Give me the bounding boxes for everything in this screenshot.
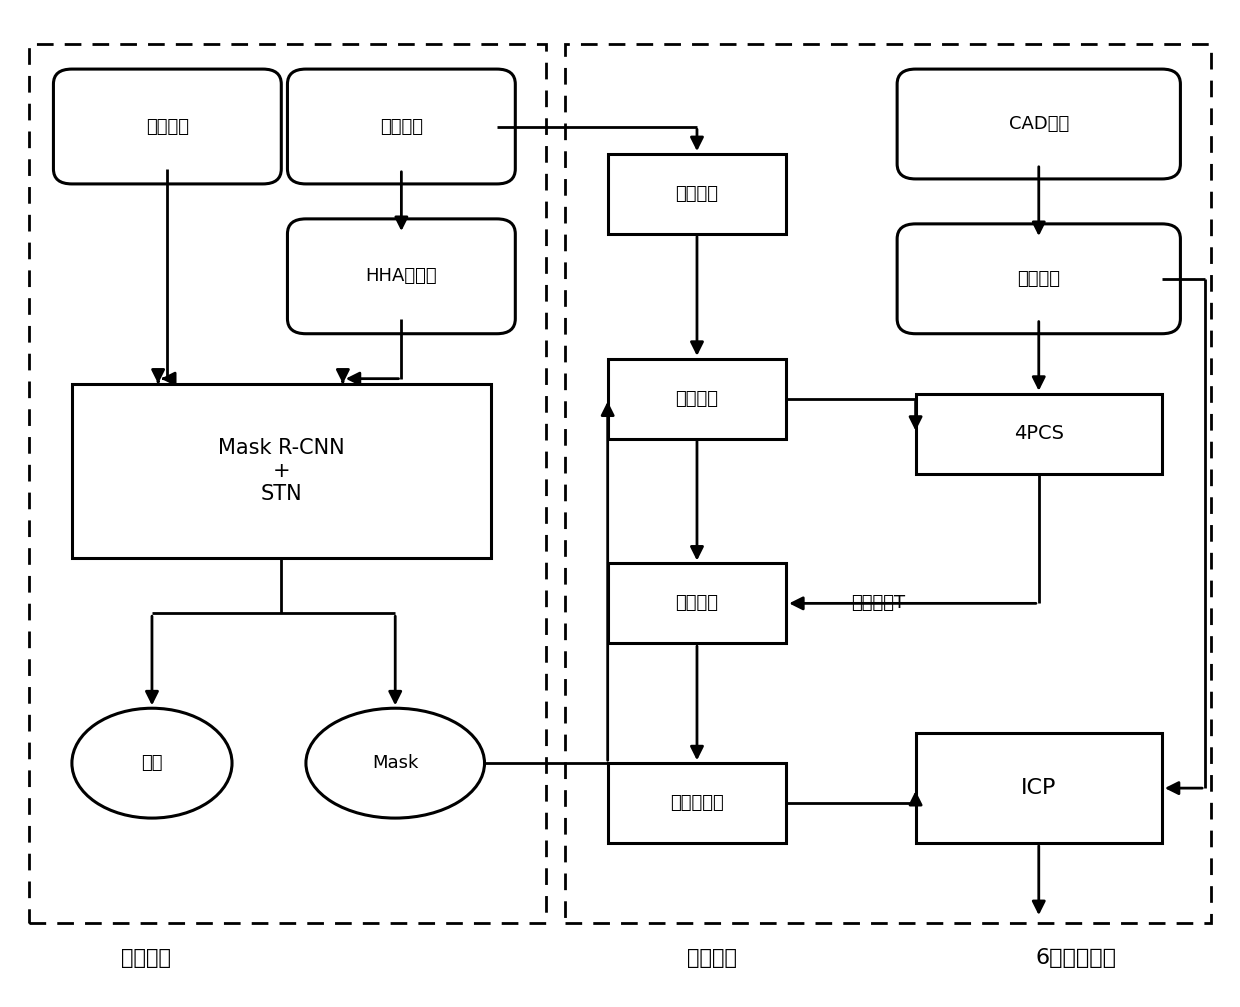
Bar <box>915 394 1162 473</box>
Text: 滤波后点云: 滤波后点云 <box>670 795 724 812</box>
Text: ICP: ICP <box>1021 778 1056 799</box>
Text: 模型点云: 模型点云 <box>1017 270 1060 288</box>
Text: 6自由度位姿: 6自由度位姿 <box>1035 948 1116 968</box>
Text: 类别: 类别 <box>141 754 162 772</box>
Text: 4PCS: 4PCS <box>1014 424 1064 443</box>
Text: 点云滤波: 点云滤波 <box>676 594 718 612</box>
Text: 深度图像: 深度图像 <box>379 118 423 136</box>
Text: 场景点云: 场景点云 <box>676 185 718 203</box>
FancyBboxPatch shape <box>897 69 1180 179</box>
Bar <box>608 154 786 234</box>
Bar <box>564 44 1211 923</box>
Bar <box>608 763 786 843</box>
Bar <box>608 564 786 643</box>
Bar <box>72 384 491 559</box>
FancyBboxPatch shape <box>897 224 1180 333</box>
Ellipse shape <box>72 708 232 818</box>
Text: 分割点云: 分割点云 <box>676 390 718 408</box>
Text: 变换矩阵T: 变换矩阵T <box>852 594 905 612</box>
Text: Mask: Mask <box>372 754 418 772</box>
Text: CAD模型: CAD模型 <box>1008 115 1069 133</box>
Bar <box>608 358 786 439</box>
Bar <box>29 44 546 923</box>
Text: 彩色图像: 彩色图像 <box>146 118 188 136</box>
Text: Mask R-CNN
+
STN: Mask R-CNN + STN <box>218 438 345 505</box>
FancyBboxPatch shape <box>288 69 516 184</box>
Text: HHA特征图: HHA特征图 <box>366 267 438 285</box>
FancyBboxPatch shape <box>53 69 281 184</box>
Text: 匹配模块: 匹配模块 <box>687 948 738 968</box>
FancyBboxPatch shape <box>288 219 516 333</box>
Ellipse shape <box>306 708 485 818</box>
Text: 检测模块: 检测模块 <box>120 948 171 968</box>
Bar <box>915 733 1162 843</box>
